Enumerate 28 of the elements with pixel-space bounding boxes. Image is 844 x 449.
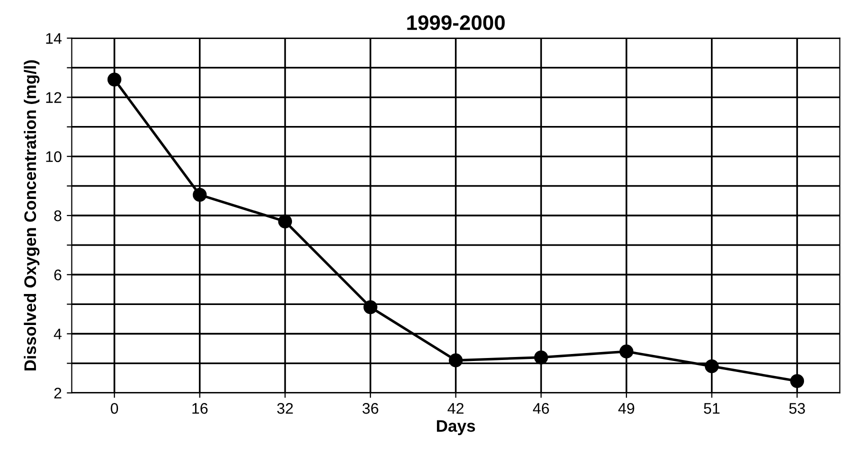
y-tick-label: 12 (46, 92, 62, 103)
x-tick-label: 0 (110, 403, 118, 414)
y-tick-label: 14 (46, 33, 62, 44)
point (107, 72, 122, 86)
x-tick-label: 16 (192, 403, 208, 414)
x-tick-label: 51 (704, 403, 720, 414)
y-tick-label: 6 (54, 270, 62, 280)
y-tick-label: 10 (46, 151, 62, 162)
x-tick-label: 42 (448, 403, 464, 414)
x-tick-label: 36 (362, 403, 378, 414)
y-tick-label: 2 (54, 388, 62, 398)
point (192, 188, 207, 202)
point (534, 350, 548, 364)
point (619, 344, 634, 358)
point (704, 359, 719, 374)
point (790, 374, 804, 388)
x-tick-label: 46 (532, 403, 549, 414)
x-axis-title: Days (436, 420, 475, 436)
y-tick-label: 8 (54, 210, 62, 222)
point (363, 300, 378, 314)
chart-title: 1999-2000 (407, 15, 505, 30)
point (448, 353, 463, 368)
x-tick-label: 53 (789, 403, 805, 414)
y-axis-title: Dissolved Oxygen Concentration (mg/l) (24, 60, 40, 370)
point (278, 214, 292, 228)
y-tick-label: 4 (54, 328, 62, 340)
x-tick-label: 49 (618, 403, 634, 414)
x-tick-label: 32 (277, 403, 293, 414)
